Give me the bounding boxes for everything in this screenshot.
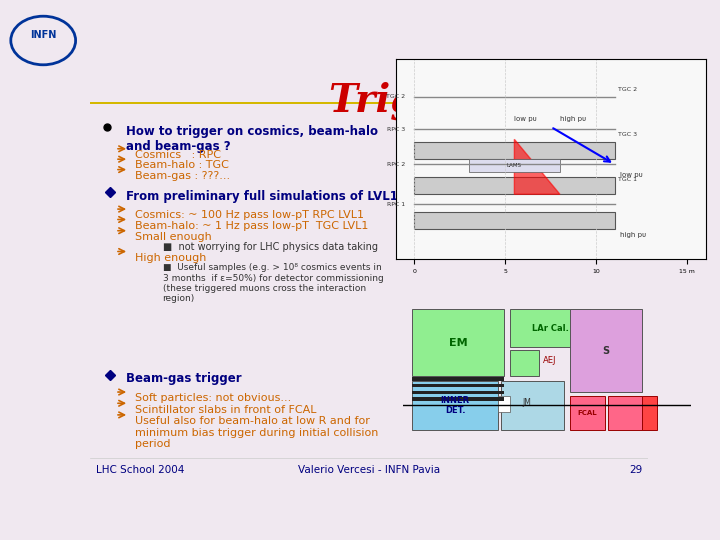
Text: From preliminary full simulations of LVL1: From preliminary full simulations of LVL… — [126, 190, 398, 202]
Text: S: S — [603, 346, 610, 356]
Text: EM: EM — [449, 338, 467, 348]
Bar — [498, 396, 510, 412]
Text: AEJ: AEJ — [544, 356, 557, 365]
Bar — [414, 212, 615, 229]
Text: INNER
DET.: INNER DET. — [441, 395, 469, 415]
Text: 29: 29 — [629, 465, 642, 475]
Text: Useful also for beam-halo at low R and for
minimum bias trigger during initial c: Useful also for beam-halo at low R and f… — [135, 416, 378, 449]
Bar — [570, 309, 642, 392]
Bar — [570, 396, 605, 430]
Text: TGC 1: TGC 1 — [618, 177, 637, 182]
Text: low pᴜ: low pᴜ — [514, 116, 537, 122]
Text: LAr Cal.: LAr Cal. — [531, 324, 569, 333]
Bar — [642, 396, 657, 430]
Text: Beam-halo: ~ 1 Hz pass low-pT  TGC LVL1: Beam-halo: ~ 1 Hz pass low-pT TGC LVL1 — [135, 221, 368, 231]
Bar — [414, 177, 615, 194]
Text: Cosmics: ~ 100 Hz pass low-pT RPC LVL1: Cosmics: ~ 100 Hz pass low-pT RPC LVL1 — [135, 210, 364, 220]
Bar — [510, 349, 539, 376]
Bar — [412, 391, 504, 394]
Text: LHC School 2004: LHC School 2004 — [96, 465, 184, 475]
Text: Beam-halo : TGC: Beam-halo : TGC — [135, 160, 228, 171]
Text: TGC 3: TGC 3 — [618, 132, 637, 137]
Bar — [412, 397, 504, 401]
Text: RPC 1: RPC 1 — [387, 202, 405, 207]
Text: ■  not worrying for LHC physics data taking: ■ not worrying for LHC physics data taki… — [163, 242, 377, 252]
Bar — [469, 159, 560, 172]
Bar — [608, 396, 642, 430]
Polygon shape — [514, 139, 560, 194]
Text: low pᴜ: low pᴜ — [620, 172, 643, 178]
Text: ■  Useful samples (e.g. > 10⁸ cosmics events in
3 months  if ε=50%) for detector: ■ Useful samples (e.g. > 10⁸ cosmics eve… — [163, 263, 383, 303]
Text: LAMS: LAMS — [507, 163, 522, 168]
Text: high pᴜ: high pᴜ — [560, 116, 586, 122]
Text: RPC 2: RPC 2 — [387, 162, 405, 167]
Text: Scintillator slabs in front of FCAL: Scintillator slabs in front of FCAL — [135, 404, 316, 415]
FancyBboxPatch shape — [90, 102, 648, 104]
Text: Beam-gas : ???...: Beam-gas : ???... — [135, 171, 230, 181]
Text: FCAL: FCAL — [577, 410, 598, 416]
Bar — [412, 377, 504, 381]
Text: How to trigger on cosmics, beam-halo
and beam-gas ?: How to trigger on cosmics, beam-halo and… — [126, 125, 378, 153]
Text: high pᴜ: high pᴜ — [620, 232, 646, 238]
Bar — [414, 142, 615, 159]
Text: JM: JM — [523, 398, 531, 407]
Text: INFN: INFN — [30, 30, 56, 40]
Text: High enough: High enough — [135, 253, 206, 263]
Text: Cosmics   : RPC: Cosmics : RPC — [135, 150, 220, 160]
Text: Small enough: Small enough — [135, 232, 212, 242]
Text: TGC 2: TGC 2 — [618, 87, 637, 92]
Text: Trigger issues: Trigger issues — [329, 82, 637, 120]
Text: TGC 2: TGC 2 — [386, 94, 405, 99]
Text: Beam-gas trigger: Beam-gas trigger — [126, 373, 242, 386]
Text: RPC 3: RPC 3 — [387, 127, 405, 132]
Text: Soft particles: not obvious...: Soft particles: not obvious... — [135, 393, 291, 403]
Bar — [412, 381, 498, 430]
Bar — [412, 384, 504, 387]
Bar — [501, 381, 564, 430]
Text: Valerio Vercesi - INFN Pavia: Valerio Vercesi - INFN Pavia — [298, 465, 440, 475]
Bar — [510, 309, 590, 347]
Bar — [412, 309, 504, 376]
